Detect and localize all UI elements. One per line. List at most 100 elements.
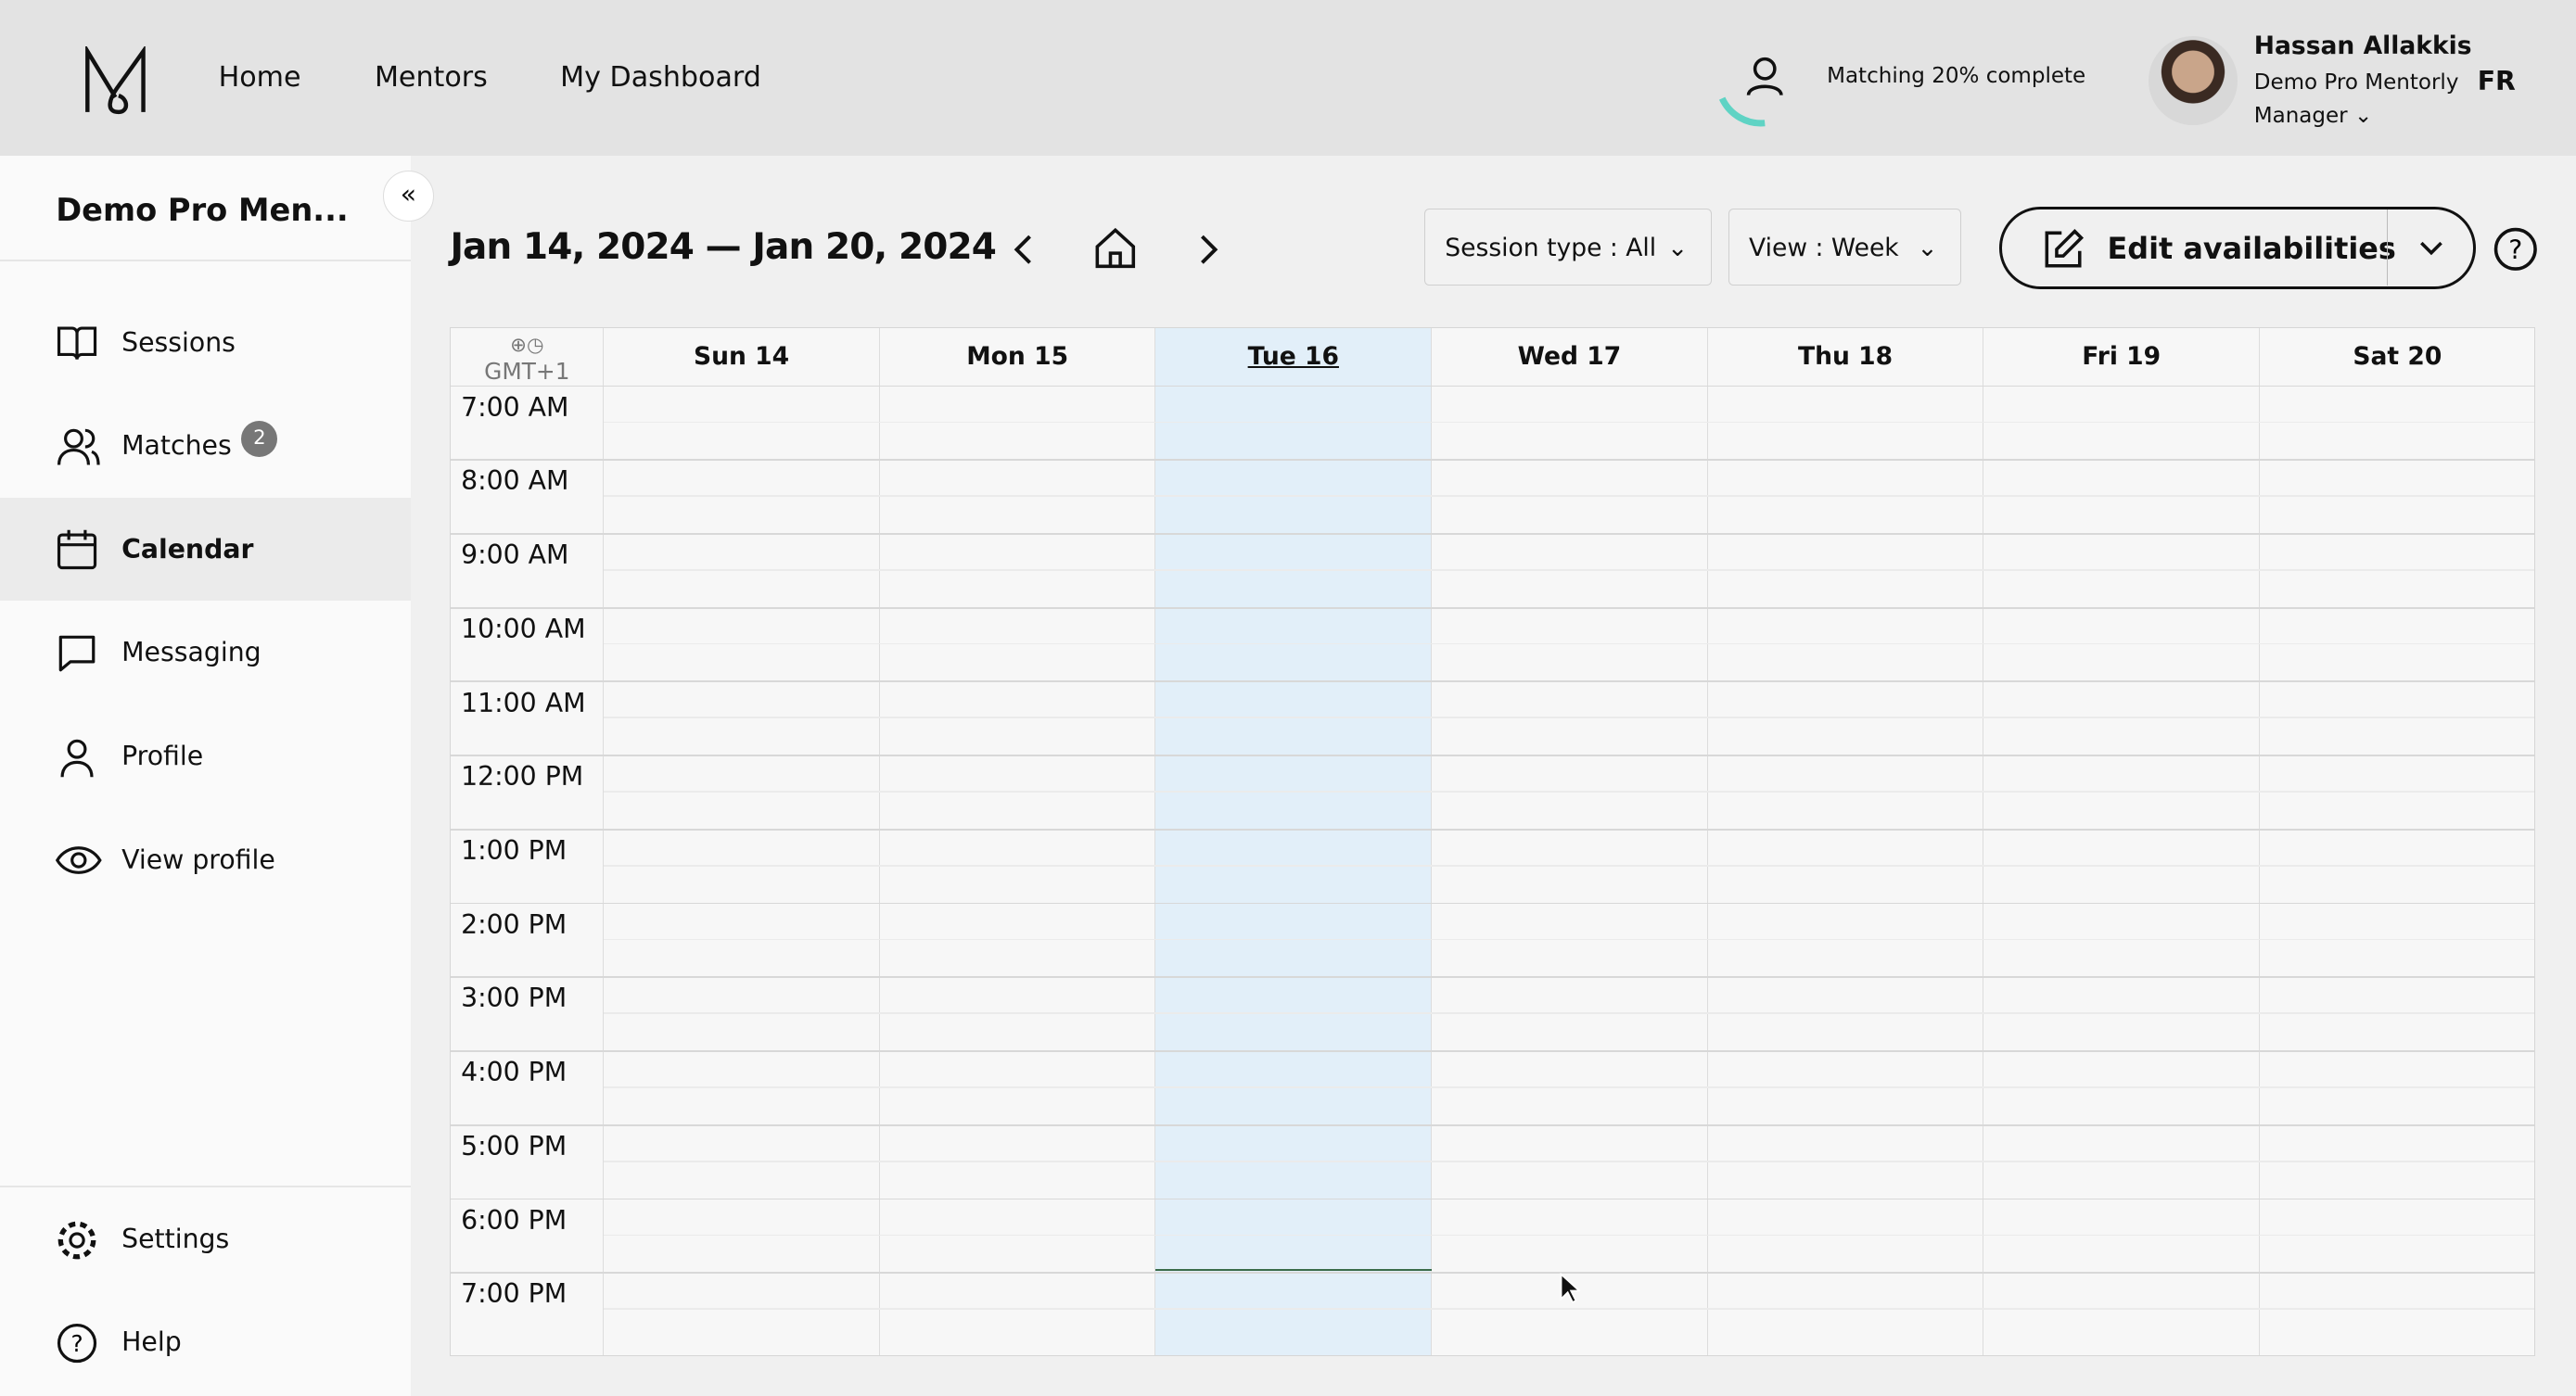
message-icon (58, 635, 96, 672)
language-toggle[interactable]: FR (2477, 65, 2516, 96)
sidebar-item-label: Help (121, 1326, 182, 1358)
hour-line (451, 1272, 2534, 1275)
half-hour-line (604, 1086, 2534, 1088)
role-dropdown[interactable]: Manager ⌄ (2254, 104, 2373, 128)
time-column (451, 385, 605, 1356)
matching-progress-icon (1718, 57, 1783, 127)
previous-week-button[interactable] (1005, 230, 1041, 270)
sidebar-item-messaging[interactable]: Messaging (0, 601, 411, 704)
sidebar-item-help[interactable]: ? Help (0, 1291, 411, 1395)
help-icon[interactable]: ? (2493, 226, 2539, 273)
half-hour-line (604, 717, 2534, 719)
day-column[interactable] (1432, 385, 1708, 1356)
hour-line (451, 828, 2534, 831)
eye-icon (56, 846, 102, 875)
sidebar-item-label: Sessions (121, 326, 236, 358)
day-column[interactable] (2260, 386, 2534, 1356)
time-label: 10:00 AM (461, 613, 586, 644)
hour-line (451, 680, 2534, 683)
day-header[interactable]: Tue 16 (1155, 327, 1433, 386)
time-label: 8:00 AM (461, 465, 569, 497)
today-home-button[interactable] (1092, 225, 1139, 272)
edit-availabilities-label: Edit availabilities (2107, 231, 2396, 267)
sidebar-item-settings[interactable]: Settings (0, 1187, 411, 1291)
sidebar-item-calendar[interactable]: Calendar (0, 497, 411, 602)
edit-icon (2045, 228, 2084, 268)
day-column[interactable] (1708, 385, 1984, 1356)
hour-line (451, 755, 2534, 756)
sidebar-item-sessions[interactable]: Sessions (0, 291, 411, 395)
double-chevron-left-icon: « (400, 179, 417, 210)
timezone-selector[interactable]: ⊕◷ GMT+1 (451, 327, 605, 386)
time-label: 12:00 PM (461, 761, 584, 793)
edit-options-chevron-icon[interactable] (2417, 236, 2446, 260)
time-label: 3:00 PM (461, 983, 567, 1014)
top-bar: Home Mentors My Dashboard Matching 20% c… (0, 0, 2576, 157)
day-column[interactable] (1983, 385, 2261, 1356)
time-label: 7:00 AM (461, 391, 569, 423)
half-hour-line (604, 568, 2534, 571)
program-title: Demo Pro Men... (56, 192, 349, 229)
half-hour-line (604, 495, 2534, 498)
day-header[interactable]: Fri 19 (1983, 327, 2261, 386)
edit-availabilities-button[interactable]: Edit availabilities (1999, 207, 2476, 289)
half-hour-line (604, 1160, 2534, 1162)
day-column[interactable] (1155, 385, 1433, 1356)
date-range-title: Jan 14, 2024 — Jan 20, 2024 (450, 226, 996, 269)
hour-line (451, 606, 2534, 609)
day-column[interactable] (880, 385, 1156, 1356)
sidebar-item-label: Calendar (121, 533, 254, 565)
avatar[interactable] (2149, 35, 2238, 125)
nav-mentors[interactable]: Mentors (374, 60, 488, 94)
time-label: 11:00 AM (461, 687, 586, 718)
collapse-sidebar-button[interactable]: « (382, 171, 434, 222)
mentorly-logo[interactable] (83, 45, 148, 115)
half-hour-line (604, 938, 2534, 941)
view-label: View : Week (1749, 234, 1899, 262)
gear-icon (57, 1221, 96, 1259)
sidebar-item-label: Matches (121, 430, 232, 462)
chevron-down-icon: ⌄ (2353, 103, 2373, 128)
day-header[interactable]: Sat 20 (2260, 328, 2534, 386)
hour-line (451, 533, 2534, 535)
sidebar-item-label: Profile (121, 741, 204, 771)
sidebar-item-label: Settings (121, 1223, 230, 1254)
view-dropdown[interactable]: View : Week ⌄ (1728, 209, 1962, 286)
half-hour-line (604, 864, 2534, 867)
divider (0, 259, 411, 261)
day-header[interactable]: Thu 18 (1708, 327, 1984, 386)
hour-line (451, 459, 2534, 462)
half-hour-line (604, 642, 2534, 645)
day-header[interactable]: Wed 17 (1432, 327, 1708, 386)
half-hour-line (604, 1308, 2534, 1311)
book-icon (57, 326, 97, 361)
next-week-button[interactable] (1191, 230, 1227, 270)
half-hour-line (604, 791, 2534, 793)
matches-count-badge: 2 (241, 420, 278, 457)
week-calendar-grid: ⊕◷ GMT+1 Sun 14 Mon 15 Tue 16 Wed 17 Thu 18 Fr… (450, 326, 2535, 1357)
users-icon (57, 428, 100, 465)
role-label: Manager (2253, 103, 2348, 128)
day-header[interactable]: Sun 14 (604, 327, 880, 386)
chevron-down-icon: ⌄ (1917, 234, 1938, 262)
day-header[interactable]: Mon 15 (880, 327, 1156, 386)
day-column[interactable] (604, 385, 880, 1356)
time-label: 6:00 PM (461, 1204, 567, 1236)
half-hour-line (604, 1234, 2534, 1237)
divider (2386, 209, 2389, 286)
sidebar-item-label: Messaging (121, 637, 261, 668)
nav-my-dashboard[interactable]: My Dashboard (560, 60, 761, 94)
hour-line (451, 1198, 2534, 1200)
time-label: 5:00 PM (461, 1130, 567, 1161)
half-hour-line (604, 421, 2534, 424)
time-label: 4:00 PM (461, 1057, 567, 1088)
session-type-dropdown[interactable]: Session type : All ⌄ (1424, 209, 1713, 286)
time-label: 2:00 PM (461, 908, 567, 940)
user-name: Hassan Allakkis (2253, 31, 2472, 60)
nav-home[interactable]: Home (218, 60, 301, 94)
sidebar-item-matches[interactable]: Matches 2 (0, 394, 411, 498)
hour-line (451, 385, 2534, 387)
sidebar-item-view-profile[interactable]: View profile (0, 808, 411, 912)
svg-text:?: ? (71, 1330, 83, 1357)
sidebar-item-profile[interactable]: Profile (0, 704, 411, 808)
